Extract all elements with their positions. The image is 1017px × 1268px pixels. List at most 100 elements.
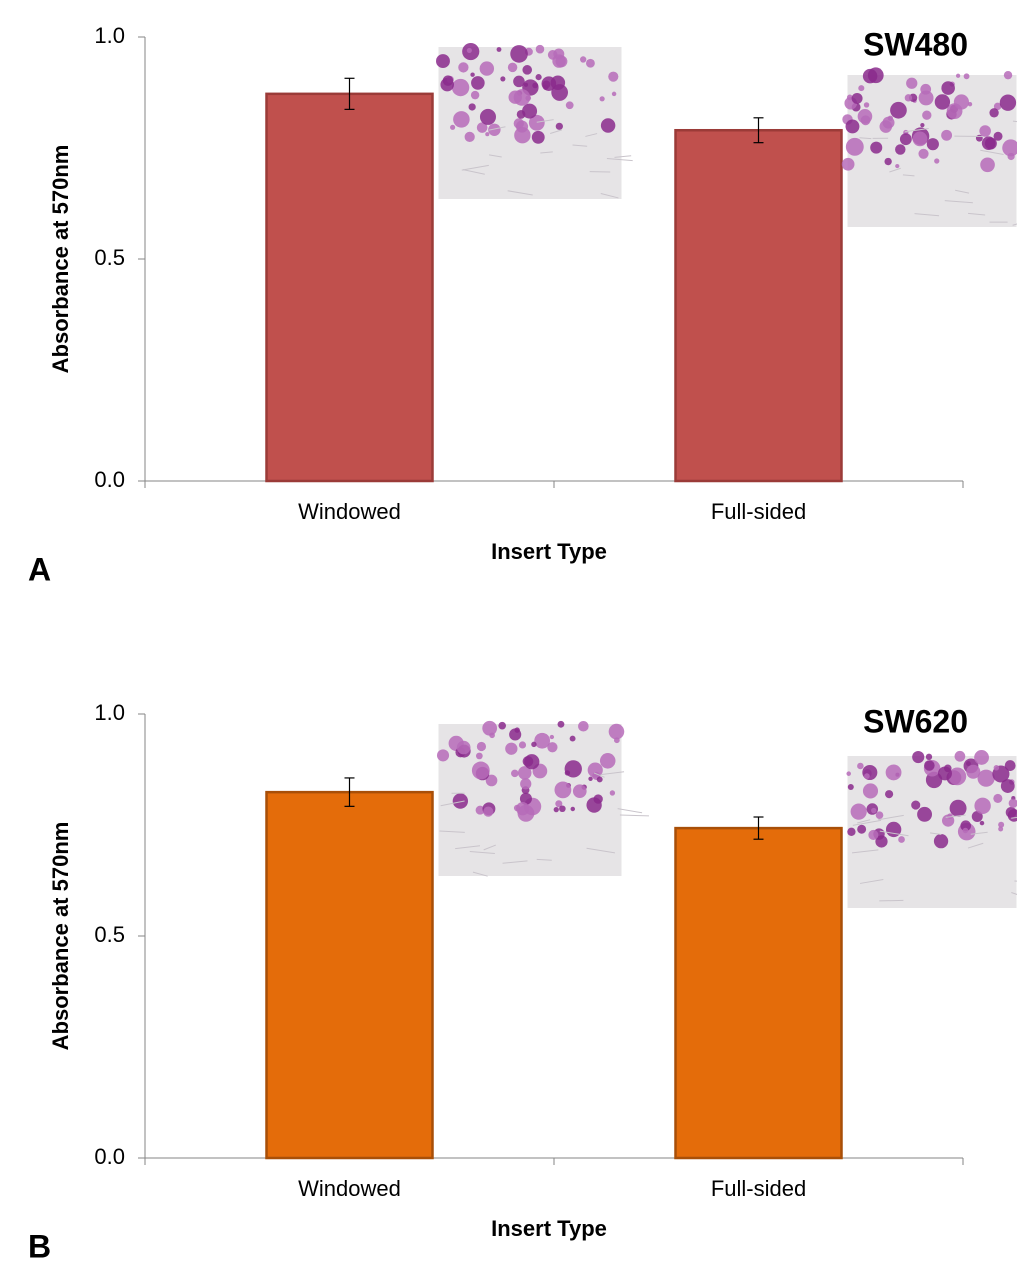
- x-axis-label: Insert Type: [491, 1216, 607, 1241]
- micrograph-cell: [846, 94, 853, 101]
- micrograph-fiber: [507, 190, 533, 196]
- micrograph-fiber: [540, 151, 553, 154]
- micrograph-cell: [980, 157, 995, 173]
- micrograph-fiber: [859, 137, 872, 140]
- micrograph-cell: [943, 764, 952, 773]
- micrograph-cell: [482, 720, 498, 736]
- micrograph-cell: [966, 761, 971, 766]
- bar: [265, 790, 434, 1160]
- y-tick-label: 0.5: [94, 922, 125, 947]
- micrograph-cell: [871, 807, 877, 814]
- micrograph-cell: [917, 806, 933, 822]
- micrograph-cell: [977, 769, 995, 787]
- micrograph-cell: [471, 76, 485, 90]
- micrograph-cell: [596, 776, 603, 783]
- micrograph-cell: [442, 75, 454, 86]
- micrograph-cell: [554, 781, 572, 799]
- micrograph-cell: [510, 45, 528, 63]
- micrograph-cell: [470, 90, 480, 100]
- micrograph-cell: [857, 824, 867, 834]
- micrograph-cell: [586, 797, 602, 813]
- micrograph-cell: [514, 727, 520, 733]
- micrograph-cell: [847, 827, 856, 836]
- micrograph-cell: [1007, 152, 1015, 161]
- micrograph-cell: [953, 94, 969, 110]
- micrograph-cell: [954, 750, 966, 762]
- micrograph-cell: [531, 741, 537, 748]
- micrograph-cell: [868, 829, 879, 840]
- micrograph-cell: [971, 810, 983, 822]
- micrograph-cell: [857, 762, 864, 770]
- micrograph-fiber: [852, 819, 882, 826]
- micrograph-cell: [934, 94, 951, 110]
- error-bar: [344, 777, 355, 807]
- micrograph-cell: [569, 735, 576, 742]
- micrograph-fiber: [878, 814, 904, 821]
- panel-label: B: [28, 1228, 51, 1264]
- micrograph-cell: [436, 54, 450, 69]
- micrograph-cell: [1008, 798, 1017, 808]
- error-bar: [344, 77, 355, 110]
- micrograph-cell: [535, 74, 542, 81]
- micrograph-fiber: [914, 213, 940, 217]
- micrograph-cell: [451, 78, 470, 97]
- micrograph-cell: [468, 103, 476, 111]
- micrograph-cell: [934, 158, 940, 164]
- micrograph-cell: [608, 723, 625, 740]
- micrograph-cell: [535, 44, 545, 54]
- y-tick-label: 0.5: [94, 245, 125, 270]
- y-tick-label: 0.0: [94, 1144, 125, 1169]
- micrograph-cell: [456, 740, 471, 755]
- micrograph-cell: [863, 102, 870, 108]
- micrograph-cell: [1003, 70, 1013, 80]
- micrograph-cell: [488, 123, 501, 136]
- micrograph-cell: [587, 762, 603, 778]
- micrograph-cell: [479, 61, 495, 76]
- micrograph-cell: [870, 141, 883, 154]
- micrograph-cell: [904, 94, 913, 102]
- micrograph-cell: [858, 85, 865, 92]
- micrograph-cell: [846, 771, 851, 776]
- micrograph-cell: [887, 115, 893, 121]
- micrograph-cell: [485, 132, 490, 137]
- micrograph-cell: [948, 767, 967, 786]
- micrograph-cell: [450, 124, 456, 130]
- micrograph-cell: [436, 749, 450, 762]
- micrograph-cell: [899, 133, 912, 146]
- micrograph-cell: [884, 157, 892, 166]
- micrograph-cell: [547, 742, 558, 753]
- error-bar: [753, 816, 764, 840]
- micrograph-cell: [452, 793, 469, 809]
- micrograph-fiber: [483, 844, 496, 851]
- micrograph-cell: [531, 130, 545, 144]
- micrograph-cell: [549, 734, 555, 740]
- micrograph-fiber: [1011, 892, 1017, 895]
- micrograph-fiber: [970, 831, 988, 835]
- micrograph-cell: [941, 81, 955, 95]
- micrograph-cell: [890, 101, 907, 119]
- micrograph-fiber: [439, 830, 465, 833]
- micrograph-cell: [862, 783, 879, 799]
- micrograph-cell: [564, 760, 582, 778]
- micrograph-fiber: [851, 849, 879, 854]
- micrograph-fiber: [606, 157, 633, 162]
- micrograph-fiber: [472, 871, 488, 877]
- micrograph-cell: [550, 75, 566, 90]
- micrograph-fiber: [488, 126, 506, 131]
- panel: 0.0 0.5 1.0 Windowed Full-sided Absorbance at…: [28, 700, 1017, 1264]
- micrograph-cell: [960, 820, 972, 832]
- micrograph-fiber: [536, 858, 552, 861]
- micrograph-cell: [555, 800, 563, 808]
- micrograph-cell: [516, 802, 530, 816]
- micrograph-cell: [513, 75, 525, 88]
- micrograph-cell: [580, 56, 587, 63]
- micrograph-cell: [885, 764, 902, 781]
- micrograph-cell: [543, 84, 549, 90]
- micrograph-cell: [476, 122, 488, 133]
- micrograph-cell: [847, 783, 854, 791]
- micrograph-fiber: [944, 200, 973, 204]
- micrograph-cell: [1004, 760, 1016, 771]
- micrograph-cell: [924, 760, 935, 771]
- micrograph-cell: [608, 71, 619, 82]
- micrograph-cell: [920, 122, 925, 128]
